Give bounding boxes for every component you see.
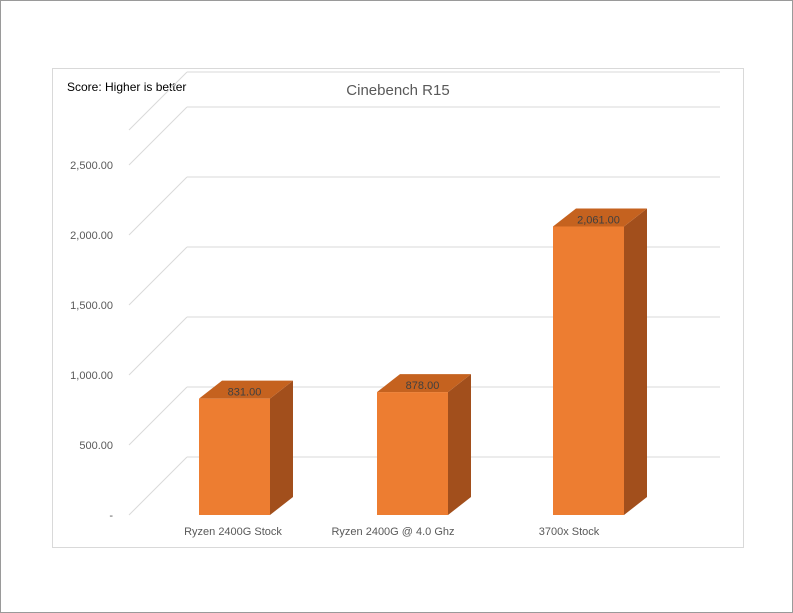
chart-note: Score: Higher is better <box>67 80 187 94</box>
gridline-wall-5 <box>128 106 188 166</box>
gridline-wall-1 <box>128 386 188 446</box>
gridline-wall-0 <box>128 456 188 516</box>
chart-title: Cinebench R15 <box>346 82 450 99</box>
data-label-0: 831.00 <box>228 387 262 399</box>
gridline-wall-4 <box>128 176 188 236</box>
data-label-2: 2,061.00 <box>577 214 620 226</box>
bar-top-0 <box>199 380 293 399</box>
bar-2 <box>553 226 624 515</box>
y-tick-label-1: 500.00 <box>79 440 113 452</box>
bar-side-0 <box>270 380 293 515</box>
gridline-wall-top <box>128 71 188 131</box>
x-tick-label-1: Ryzen 2400G @ 4.0 Ghz <box>331 526 454 538</box>
bar-top-1 <box>377 374 471 393</box>
chart-area: Score: Higher is better Cinebench R15 - 5… <box>52 68 744 548</box>
gridline-wall-3 <box>128 246 188 306</box>
bar-top-2 <box>553 208 647 227</box>
gridline-wall-2 <box>128 316 188 376</box>
bar-side-1 <box>448 374 471 515</box>
y-tick-label-3: 1,500.00 <box>70 300 113 312</box>
y-tick-label-2: 1,000.00 <box>70 370 113 382</box>
bar-0 <box>199 398 270 515</box>
bar-1 <box>377 392 448 515</box>
bar-side-2 <box>624 208 647 515</box>
data-label-1: 878.00 <box>406 380 440 392</box>
x-tick-label-0: Ryzen 2400G Stock <box>184 526 282 538</box>
chart-plot: - 500.00 1,000.00 1,500.00 2,000.00 2,500.00 8… <box>70 71 720 538</box>
y-tick-label-5: 2,500.00 <box>70 160 113 172</box>
y-tick-label-4: 2,000.00 <box>70 230 113 242</box>
y-tick-label-0: - <box>109 510 113 522</box>
x-tick-label-2: 3700x Stock <box>539 526 600 538</box>
